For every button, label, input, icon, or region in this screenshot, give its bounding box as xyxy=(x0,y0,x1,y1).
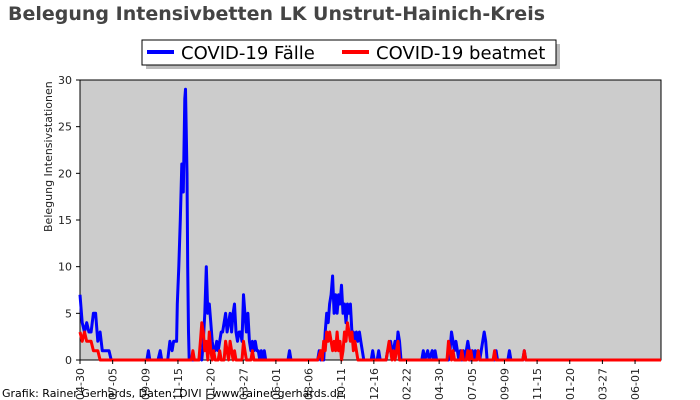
x-tick-label: 11-15 xyxy=(531,368,544,400)
y-tick-label: 10 xyxy=(58,261,72,274)
series-layer xyxy=(78,87,661,362)
x-tick-label: 03-27 xyxy=(596,368,609,400)
chart-title: Belegung Intensivbetten LK Unstrut-Haini… xyxy=(8,3,545,25)
legend-label-faelle: COVID-19 Fälle xyxy=(181,43,315,64)
x-tick-label: 09-09 xyxy=(139,368,152,400)
x-tick-label: 04-30 xyxy=(433,368,446,400)
x-tick-label: 02-22 xyxy=(401,368,414,400)
x-tick-label: 06-01 xyxy=(270,368,283,400)
x-tick-label: 11-15 xyxy=(172,368,185,400)
x-tick-label: 10-11 xyxy=(335,368,348,400)
y-tick-label: 0 xyxy=(65,354,72,367)
x-tick-label: 01-20 xyxy=(564,368,577,400)
x-tick-label: 12-16 xyxy=(368,368,381,400)
y-tick-label: 5 xyxy=(65,307,72,320)
y-tick-label: 30 xyxy=(58,74,72,87)
x-tick-label: 07-05 xyxy=(107,368,120,400)
x-tick-label: 09-09 xyxy=(498,368,511,400)
x-tick-label: 01-20 xyxy=(205,368,218,400)
y-tick-label: 25 xyxy=(58,121,72,134)
x-tick-label: 08-06 xyxy=(303,368,316,400)
y-tick-label: 20 xyxy=(58,167,72,180)
x-tick-label: 04-30 xyxy=(74,368,87,400)
plot-background xyxy=(79,79,662,361)
x-axis: 04-30 07-05 09-09 11-15 01-20 03-27 06-01 08-06… xyxy=(74,360,642,400)
x-tick-label: 03-27 xyxy=(237,368,250,400)
y-tick-label: 15 xyxy=(58,214,72,227)
legend: COVID-19 Fälle COVID-19 beatmet xyxy=(141,39,560,69)
legend-label-beatmet: COVID-19 beatmet xyxy=(376,43,545,64)
x-tick-label: 06-01 xyxy=(629,368,642,400)
series-line-1 xyxy=(78,321,661,362)
y-axis-label: Belegung Intensivstationen xyxy=(42,81,55,232)
credit-text: Grafik: Rainer Gerhards, Daten: DIVI | w… xyxy=(2,387,344,400)
y-axis: 0 5 10 15 20 25 30 xyxy=(58,74,80,367)
x-tick-label: 07-05 xyxy=(466,368,479,400)
